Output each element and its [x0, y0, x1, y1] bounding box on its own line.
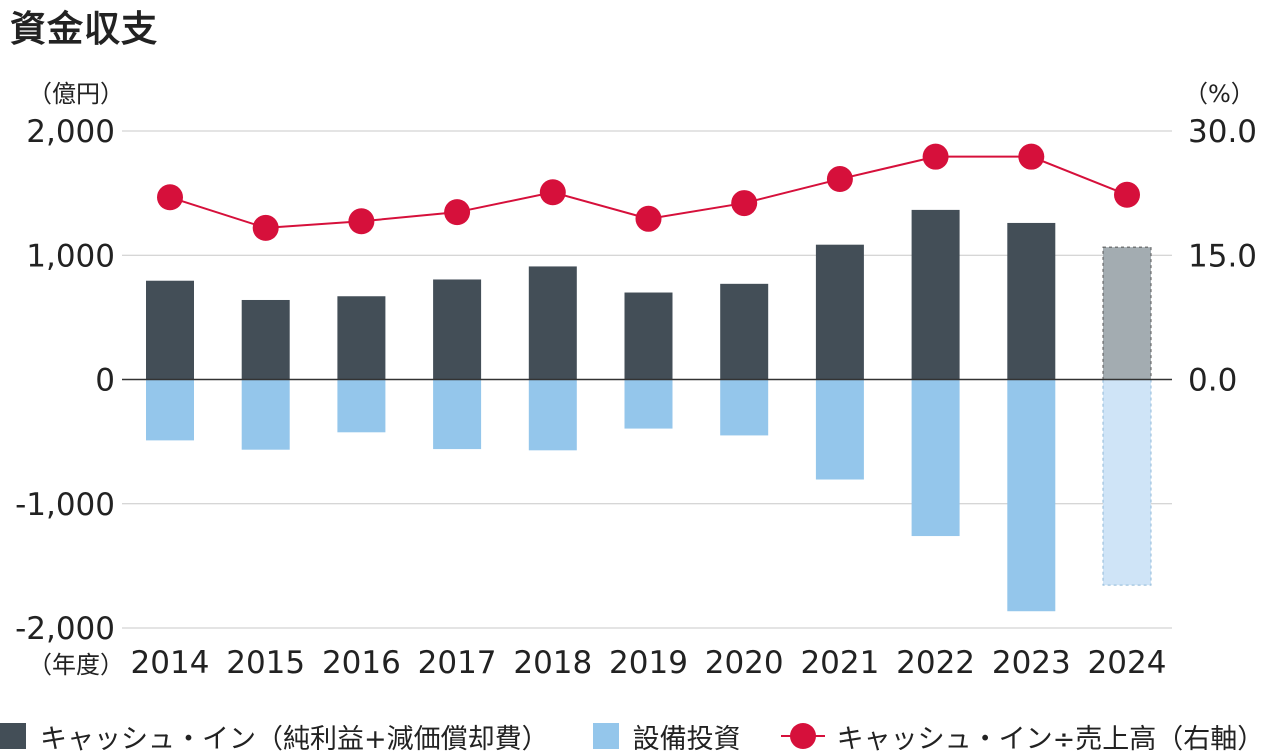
chart-title: 資金収支 — [10, 9, 159, 50]
y-left-tick-label: 0 — [95, 363, 115, 399]
legend-swatch-capex — [592, 723, 619, 749]
y-left-unit-label: （億円） — [28, 80, 124, 108]
capex-bar — [337, 379, 386, 433]
y-left-tick-label: -2,000 — [15, 611, 115, 647]
y-right-tick-label: 30.0 — [1188, 114, 1257, 150]
capex-bar — [241, 379, 290, 450]
cash-in-bar — [528, 266, 577, 380]
ratio-point — [348, 208, 375, 235]
capex-bar — [433, 379, 482, 450]
cash-in-bar-forecast — [1102, 246, 1152, 380]
ratio-point — [731, 190, 758, 217]
legend-label-capex: 設備投資 — [632, 723, 741, 755]
cash-in-bar — [911, 209, 960, 380]
ratio-point — [1114, 181, 1140, 208]
axis-labels: 2,000 1,000 0 -1,000 -2,000 30.0 15.0 0.0 （億円） （%… — [15, 80, 1257, 681]
cash-in-bar — [241, 299, 290, 380]
x-tick-label: 2015 — [226, 645, 305, 681]
y-right-unit-label: （%） — [1184, 80, 1255, 108]
capex-bar — [815, 379, 864, 480]
x-tick-label: 2014 — [131, 645, 210, 681]
cash-in-bar — [337, 296, 386, 380]
ratio-point — [1018, 143, 1045, 170]
capex-bar-forecast — [1102, 379, 1152, 586]
ratio-point — [539, 179, 566, 206]
legend: キャッシュ・イン（純利益+減価償却費） 設備投資 キャッシュ・イン÷売上高（右軸… — [0, 716, 1280, 756]
legend-item-capex: 設備投資 — [592, 717, 741, 756]
y-left-tick-label: 2,000 — [26, 114, 115, 150]
legend-label-ratio: キャッシュ・イン÷売上高（右軸） — [836, 723, 1265, 755]
capex-bar — [624, 379, 673, 429]
cash-in-bar — [146, 280, 194, 380]
y-left-tick-label: -1,000 — [15, 487, 115, 523]
capex-bar — [911, 379, 960, 537]
ratio-point — [157, 184, 183, 211]
x-tick-label: 2024 — [1088, 645, 1167, 681]
ratio-line-series — [157, 143, 1140, 241]
x-tick-label: 2017 — [418, 645, 497, 681]
cash-in-bar — [624, 292, 673, 380]
cash-in-bar — [815, 244, 864, 380]
legend-item-ratio: キャッシュ・イン÷売上高（右軸） — [780, 717, 1265, 756]
x-tick-label: 2020 — [705, 645, 784, 681]
ratio-point — [826, 166, 853, 193]
legend-item-cash-in: キャッシュ・イン（純利益+減価償却費） — [0, 717, 549, 756]
legend-label-cash-in: キャッシュ・イン（純利益+減価償却費） — [40, 723, 549, 755]
capex-bar — [720, 379, 769, 436]
x-tick-label: 2019 — [609, 645, 688, 681]
ratio-point — [922, 143, 949, 170]
cash-in-bar — [720, 283, 769, 380]
x-axis-unit-label: （年度） — [28, 651, 124, 679]
cash-in-bar — [1007, 222, 1056, 380]
capex-bar — [1007, 379, 1056, 612]
gridlines — [122, 130, 1172, 629]
ratio-point — [252, 214, 279, 241]
x-tick-label: 2021 — [800, 645, 879, 681]
y-right-tick-label: 0.0 — [1188, 363, 1237, 399]
cash-in-bar — [433, 279, 482, 380]
x-tick-label: 2018 — [513, 645, 592, 681]
x-tick-label: 2016 — [322, 645, 401, 681]
y-left-tick-label: 1,000 — [26, 238, 115, 274]
ratio-point — [444, 199, 471, 226]
bars — [146, 209, 1152, 612]
x-tick-label: 2023 — [992, 645, 1071, 681]
x-tick-label: 2022 — [896, 645, 975, 681]
ratio-point — [635, 205, 662, 232]
legend-swatch-cash-in — [0, 723, 26, 749]
capex-bar — [528, 379, 577, 451]
legend-swatch-ratio-line — [780, 723, 825, 749]
cash-flow-chart: 2,000 1,000 0 -1,000 -2,000 30.0 15.0 0.0 （億円） （%… — [15, 80, 1257, 681]
y-right-tick-label: 15.0 — [1188, 238, 1257, 274]
capex-bar — [146, 379, 194, 441]
